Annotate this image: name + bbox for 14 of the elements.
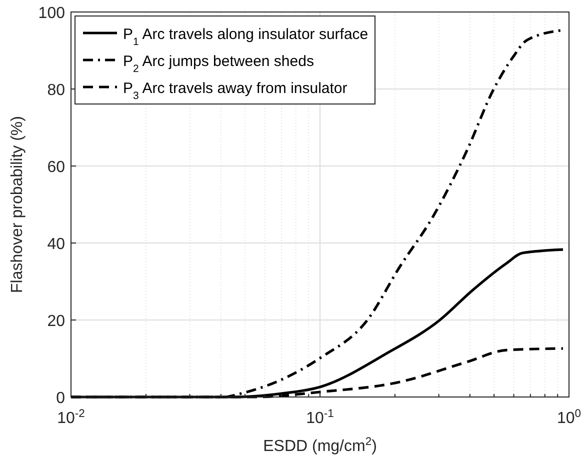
y-axis-title: Flashover probability (%) [9,116,26,293]
y-tick-label: 60 [47,159,66,176]
y-tick-label: 0 [56,390,66,407]
y-tick-label: 100 [38,5,66,22]
x-axis-title: ESDD (mg/cm$^{2}$) [263,436,377,455]
y-tick-label: 20 [47,313,66,330]
legend-label: P$_{2}$ Arc jumps between sheds [123,53,314,75]
x-tick-label: 10$^{-1}$ [306,408,334,427]
y-tick-label: 80 [47,82,66,99]
x-tick-label: 10$^{0}$ [556,408,582,427]
legend-label: P$_{3}$ Arc travels away from insulator [123,80,348,102]
y-tick-label: 40 [47,236,66,253]
x-tick-label: 10$^{-2}$ [57,408,85,427]
legend-label: P$_{1}$ Arc travels along insulator surface [123,26,368,48]
